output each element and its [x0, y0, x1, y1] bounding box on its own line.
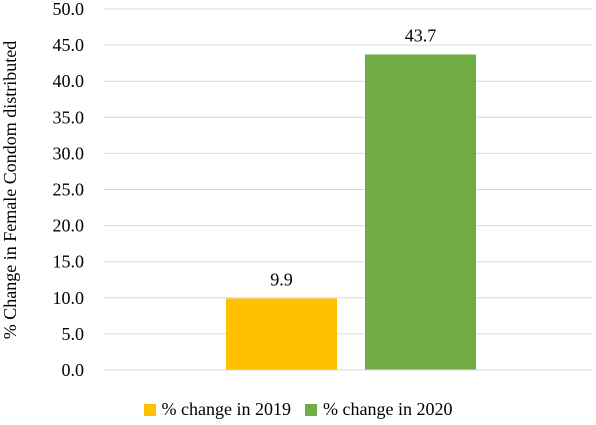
legend-item-2020: % change in 2020: [305, 399, 452, 420]
legend: % change in 2019 % change in 2020: [0, 399, 596, 420]
legend-label-2019: % change in 2019: [161, 399, 291, 419]
bars: [226, 54, 476, 371]
bar-2019: [226, 298, 337, 370]
y-tick-label: 35.0: [53, 107, 85, 127]
legend-swatch-2019: [143, 403, 156, 416]
y-tick-label: 5.0: [62, 324, 85, 344]
data-label-2020: 43.7: [405, 25, 437, 45]
y-axis-tick-labels: 0.0 5.0 10.0 15.0 20.0 25.0 30.0 35.0 40.0 45.0 50…: [53, 0, 85, 380]
y-tick-label: 25.0: [53, 180, 85, 200]
y-tick-label: 15.0: [53, 252, 85, 272]
legend-label-2020: % change in 2020: [323, 399, 453, 419]
gridlines: [104, 8, 592, 335]
y-tick-label: 0.0: [62, 360, 85, 380]
legend-item-2019: % change in 2019: [143, 399, 291, 420]
y-tick-label: 50.0: [53, 0, 85, 19]
y-tick-label: 40.0: [53, 71, 85, 91]
legend-swatch-2020: [305, 403, 317, 416]
y-axis-title: % Change in Female Condom distributed: [0, 41, 20, 339]
y-tick-label: 20.0: [53, 216, 85, 236]
data-label-2019: 9.9: [270, 270, 293, 290]
y-tick-label: 45.0: [53, 35, 85, 55]
y-tick-label: 30.0: [53, 143, 85, 163]
y-tick-label: 10.0: [53, 288, 85, 308]
data-labels: 9.9 43.7: [270, 25, 436, 289]
bar-2020: [365, 54, 476, 371]
